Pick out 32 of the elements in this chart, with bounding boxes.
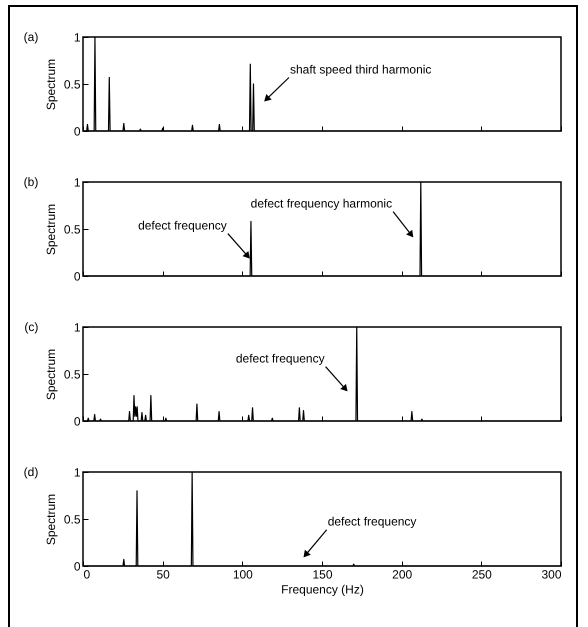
- y-tick-label: 0.5: [64, 78, 81, 92]
- y-axis-title: Spectrum: [44, 204, 58, 256]
- x-tick-label: 200: [392, 568, 412, 582]
- y-axis-title: Spectrum: [44, 494, 58, 546]
- y-tick-label: 1: [74, 30, 81, 44]
- annotation: defect frequency harmonic: [250, 196, 392, 211]
- x-tick-label: 150: [312, 568, 333, 582]
- x-tick-label: 100: [232, 568, 254, 582]
- chart-title: (a): [24, 30, 38, 44]
- y-tick-label: 0: [74, 270, 81, 284]
- annotation: defect frequency: [328, 514, 416, 529]
- annotation: shaft speed third harmonic: [290, 62, 432, 76]
- annotation: defect frequency: [236, 352, 325, 366]
- y-axis-title: Spectrum: [44, 348, 58, 400]
- chart-title: (d): [24, 465, 38, 479]
- y-tick-label: 0.5: [64, 368, 81, 382]
- y-tick-label: 1: [74, 320, 81, 334]
- y-tick-label: 1: [74, 176, 81, 190]
- x-tick-label: 50: [156, 568, 170, 582]
- x-tick-label: 250: [472, 568, 492, 582]
- y-tick-label: 0: [74, 414, 81, 428]
- y-tick-label: 0.5: [64, 512, 81, 526]
- y-tick-label: 0.5: [64, 222, 81, 236]
- y-tick-label: 0: [74, 124, 81, 138]
- x-tick-label: 0: [84, 568, 90, 582]
- annotation: defect frequency: [138, 218, 227, 233]
- chart-title: (c): [24, 320, 38, 334]
- y-tick-label: 1: [74, 466, 81, 480]
- x-tick-label: 300: [541, 568, 562, 582]
- chart-title: (b): [24, 175, 38, 189]
- x-axis-title: Frequency (Hz): [281, 582, 364, 596]
- y-axis-title: Spectrum: [44, 58, 58, 110]
